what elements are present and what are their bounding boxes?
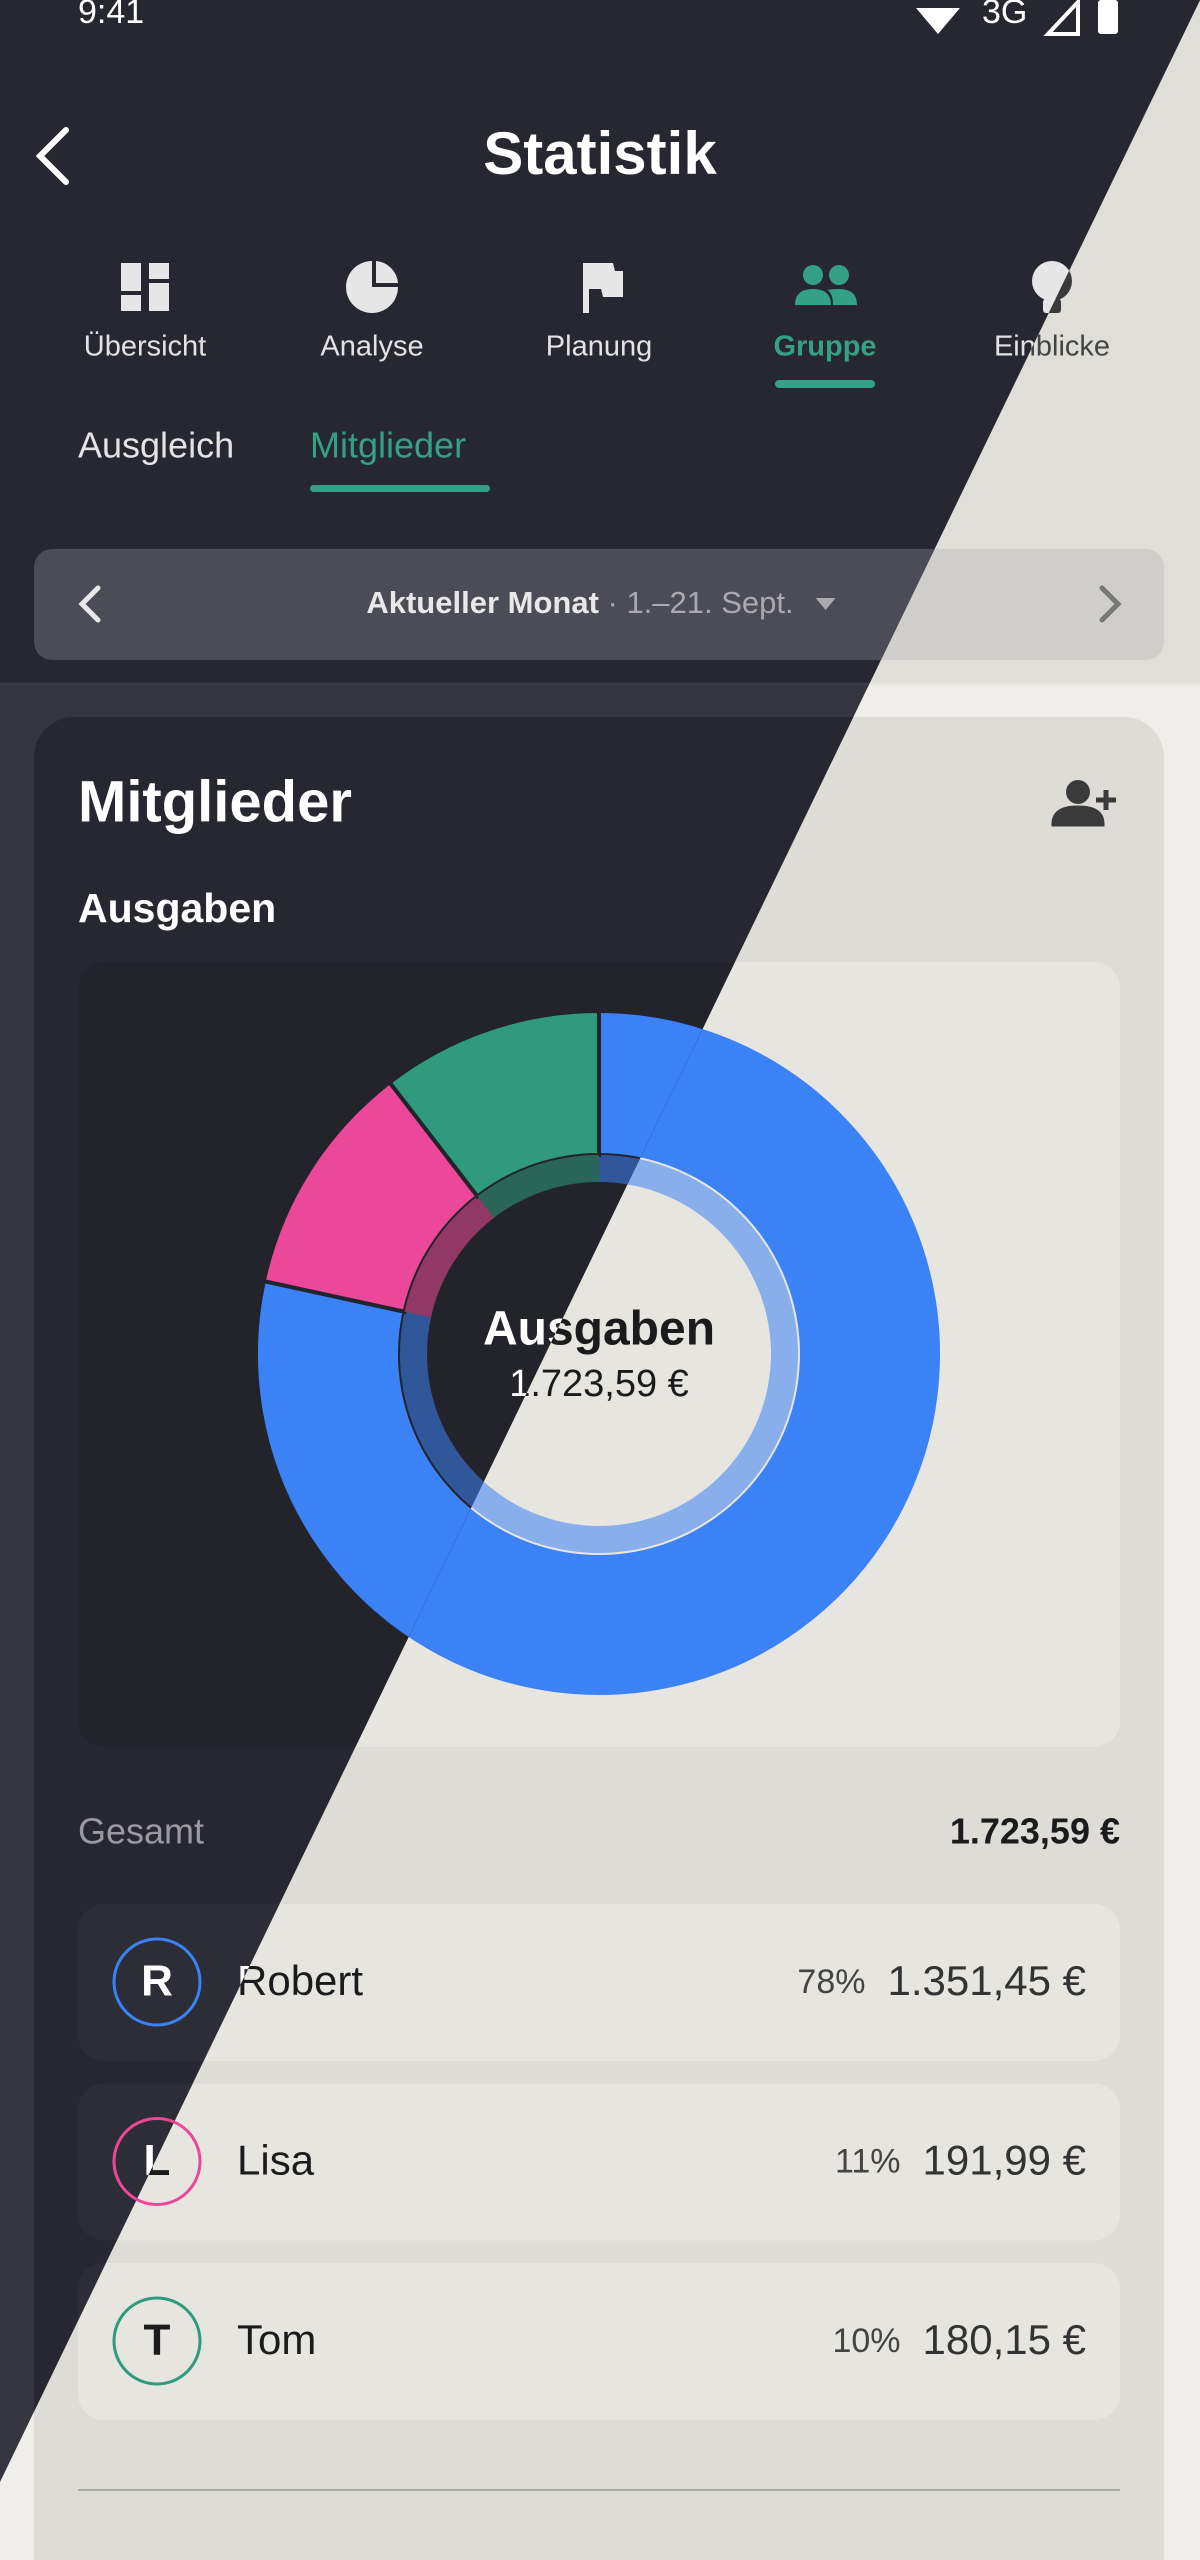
tab-label: Planung xyxy=(546,331,652,363)
tab-icon xyxy=(346,261,398,313)
period-dropdown xyxy=(816,598,836,610)
tab-icon xyxy=(149,263,169,279)
donut-inner-ring xyxy=(405,1196,494,1317)
next-period xyxy=(1099,585,1122,623)
tab-label: Gruppe xyxy=(773,331,876,363)
member-avatar xyxy=(112,2296,202,2386)
member-row-background xyxy=(78,1904,1120,2061)
donut-inner-ring xyxy=(478,1155,599,1218)
period-bar xyxy=(34,549,1164,660)
tab-icon-group xyxy=(583,263,623,313)
period-selector[interactable]: Aktueller Monat · 1.–21. Sept. xyxy=(34,549,1164,660)
member-name: Lisa xyxy=(237,2137,315,2184)
card-subtitle: Ausgaben xyxy=(78,885,276,931)
tab-icon-group xyxy=(795,265,857,305)
tab[interactable]: Planung xyxy=(546,263,652,363)
member-amount: 1.351,45 € xyxy=(887,1957,1086,2004)
screen-title: Statistik xyxy=(483,120,717,187)
chart-center-value: 1.723,59 € xyxy=(509,1363,689,1405)
member-row-background xyxy=(78,2083,1120,2241)
tab[interactable]: Übersicht xyxy=(84,263,207,363)
member-amount: 191,99 € xyxy=(923,2137,1087,2184)
tab-icon xyxy=(583,263,623,313)
card-title: Mitglieder xyxy=(78,769,352,834)
add-member-button[interactable] xyxy=(1051,780,1116,827)
subtab[interactable]: Ausgleich xyxy=(78,425,234,466)
member-row[interactable]: R Robert 1.351,45 € 78% xyxy=(78,1904,1120,2061)
member-name: Tom xyxy=(237,2316,316,2363)
signal-icon xyxy=(1048,2,1078,34)
total-value: 1.723,59 € xyxy=(950,1811,1120,1852)
network-type: 3G xyxy=(982,0,1027,31)
tab-label: Übersicht xyxy=(84,331,207,363)
icon xyxy=(1051,790,1116,827)
subtab-label: Mitglieder xyxy=(310,425,466,466)
member-share: 10% xyxy=(832,2322,900,2360)
icon xyxy=(1066,780,1090,804)
tab-icon xyxy=(149,283,169,311)
member-row[interactable]: T Tom 180,15 € 10% xyxy=(78,2263,1120,2420)
member-row-background xyxy=(78,2263,1120,2420)
subtab-indicator xyxy=(310,485,490,492)
period-range: · 1.–21. Sept. xyxy=(599,585,794,620)
tab[interactable]: Analyse xyxy=(320,261,423,363)
prev-period xyxy=(82,588,98,620)
period-label: Aktueller Monat xyxy=(366,585,599,620)
tab-icon xyxy=(121,263,141,291)
member-initial: R xyxy=(141,1957,173,2006)
total-label: Gesamt xyxy=(78,1811,204,1852)
tab-icon-group xyxy=(121,263,169,311)
member-initial: T xyxy=(144,2316,171,2365)
member-amount: 180,15 € xyxy=(923,2316,1087,2363)
back-button[interactable] xyxy=(40,130,66,182)
tab-icon xyxy=(376,261,398,283)
tab-icon xyxy=(803,265,823,285)
member-share: 78% xyxy=(797,1963,865,2001)
member-name: Robert xyxy=(237,1957,363,2004)
member-avatar xyxy=(114,1939,200,2025)
period-text: Aktueller Monat · 1.–21. Sept. xyxy=(366,585,793,620)
tab-icon xyxy=(795,289,857,305)
tab-label: Analyse xyxy=(320,331,423,363)
tab-indicator xyxy=(775,380,875,388)
status-time: 9:41 xyxy=(78,0,144,31)
wifi-icon xyxy=(916,8,960,34)
tab-icon xyxy=(829,265,849,285)
subtab-label: Ausgleich xyxy=(78,425,234,466)
tab-icon xyxy=(121,295,141,311)
subtab[interactable]: Mitglieder xyxy=(310,425,466,466)
member-share: 11% xyxy=(835,2142,901,2180)
tab[interactable]: Gruppe xyxy=(773,265,876,388)
battery-icon xyxy=(1098,0,1118,34)
tab-icon-group xyxy=(346,261,398,313)
